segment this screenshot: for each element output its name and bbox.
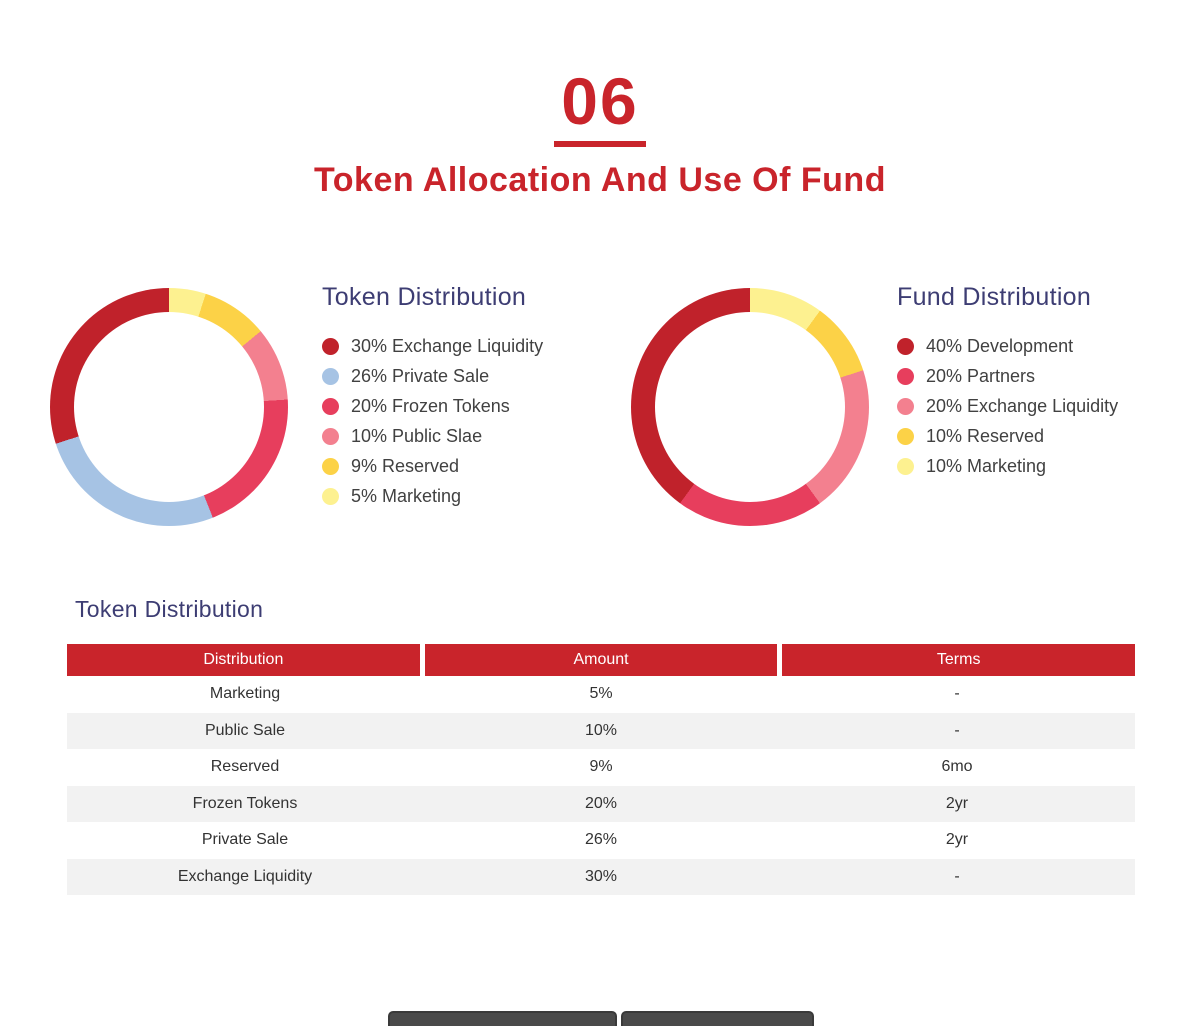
table-body: Marketing 5% - Public Sale 10% - Reserved 9% 6mo…	[67, 676, 1135, 895]
legend-label: 10% Reserved	[926, 425, 1045, 446]
legend-dot-icon	[322, 397, 339, 415]
legend-dot-icon	[897, 367, 914, 385]
table-row: Marketing 5% -	[67, 676, 1135, 713]
legend-label: 20% Frozen Tokens	[351, 395, 510, 416]
table-column-header: Amount	[424, 644, 778, 676]
legend-item: 10% Public Slae	[322, 421, 622, 451]
legend-items: 30% Exchange Liquidity 26% Private Sale 20…	[322, 331, 622, 511]
table-row: Public Sale 10% -	[67, 712, 1135, 749]
footer-button-right[interactable]	[621, 1011, 814, 1026]
legend-items: 40% Development 20% Partners 20% Exchange …	[897, 331, 1197, 481]
legend-label: 5% Marketing	[351, 485, 462, 506]
table-row: Exchange Liquidity 30% -	[67, 858, 1135, 895]
legend-dot-icon	[897, 427, 914, 445]
legend-item: 40% Development	[897, 331, 1197, 361]
table-cell: Marketing	[209, 685, 281, 703]
fund-distribution-legend: Fund Distribution 40% Development 20% Par…	[897, 283, 1197, 481]
table-cell: 20%	[584, 794, 618, 812]
fund-distribution-legend-title: Fund Distribution	[897, 283, 1092, 311]
table-header-row: Distribution Amount Terms	[67, 644, 1136, 676]
legend-dot-icon	[897, 337, 914, 355]
legend-item: 26% Private Sale	[322, 361, 622, 391]
page-header: 06 Token Allocation And Use Of Fund	[0, 68, 1200, 200]
table-row: Private Sale 26% 2yr	[67, 822, 1135, 859]
table-cell: Frozen Tokens	[192, 794, 298, 812]
legend-item: 30% Exchange Liquidity	[322, 331, 622, 361]
section-number: 06	[554, 68, 646, 147]
table-cell: 9%	[589, 758, 613, 776]
legend-item: 5% Marketing	[322, 481, 622, 511]
table-column-header: Terms	[782, 644, 1136, 676]
legend-label: 26% Private Sale	[351, 365, 490, 386]
legend-item: 10% Marketing	[897, 451, 1197, 481]
table-cell: 5%	[589, 685, 613, 703]
footer-button-left[interactable]	[388, 1011, 617, 1026]
table-cell: Reserved	[210, 758, 280, 776]
page-title: Token Allocation And Use Of Fund	[314, 161, 886, 199]
table-cell: 2yr	[945, 794, 969, 812]
legend-label: 9% Reserved	[351, 455, 460, 476]
legend-dot-icon	[322, 337, 339, 355]
legend-label: 40% Development	[926, 335, 1074, 356]
legend-item: 20% Partners	[897, 361, 1197, 391]
table-cell: 26%	[584, 831, 618, 849]
token-distribution-legend: Token Distribution 30% Exchange Liquidit…	[322, 283, 622, 511]
legend-item: 10% Reserved	[897, 421, 1197, 451]
legend-dot-icon	[322, 487, 339, 505]
legend-dot-icon	[897, 397, 914, 415]
table-cell: -	[954, 685, 960, 703]
table-cell: Exchange Liquidity	[177, 867, 313, 885]
table-cell: 30%	[584, 867, 618, 885]
legend-item: 9% Reserved	[322, 451, 622, 481]
table-cell: -	[954, 867, 960, 885]
legend-label: 10% Marketing	[926, 455, 1047, 476]
table-cell: 10%	[584, 721, 618, 739]
table-row: Reserved 9% 6mo	[67, 749, 1135, 786]
donut-hole	[654, 311, 846, 503]
legend-dot-icon	[897, 457, 914, 475]
legend-label: 20% Exchange Liquidity	[926, 395, 1119, 416]
legend-dot-icon	[322, 457, 339, 475]
table-section-heading: Token Distribution	[75, 596, 264, 622]
table-column-header: Distribution	[67, 644, 420, 676]
table-row: Frozen Tokens 20% 2yr	[67, 785, 1135, 822]
legend-dot-icon	[322, 367, 339, 385]
token-distribution-legend-title: Token Distribution	[322, 283, 527, 311]
legend-label: 30% Exchange Liquidity	[351, 335, 544, 356]
legend-dot-icon	[322, 427, 339, 445]
table-cell: Private Sale	[201, 831, 289, 849]
token-distribution-table: Distribution Amount Terms Marketing 5% - Publ…	[67, 644, 1136, 895]
table-cell: Public Sale	[204, 721, 286, 739]
table-cell: 6mo	[941, 758, 973, 776]
legend-label: 10% Public Slae	[351, 425, 483, 446]
token-distribution-donut-chart	[50, 288, 288, 526]
donut-hole	[73, 311, 265, 503]
legend-item: 20% Exchange Liquidity	[897, 391, 1197, 421]
fund-distribution-donut-chart	[631, 288, 869, 526]
table-cell: -	[954, 721, 960, 739]
table-cell: 2yr	[945, 831, 969, 849]
legend-label: 20% Partners	[926, 365, 1036, 386]
legend-item: 20% Frozen Tokens	[322, 391, 622, 421]
